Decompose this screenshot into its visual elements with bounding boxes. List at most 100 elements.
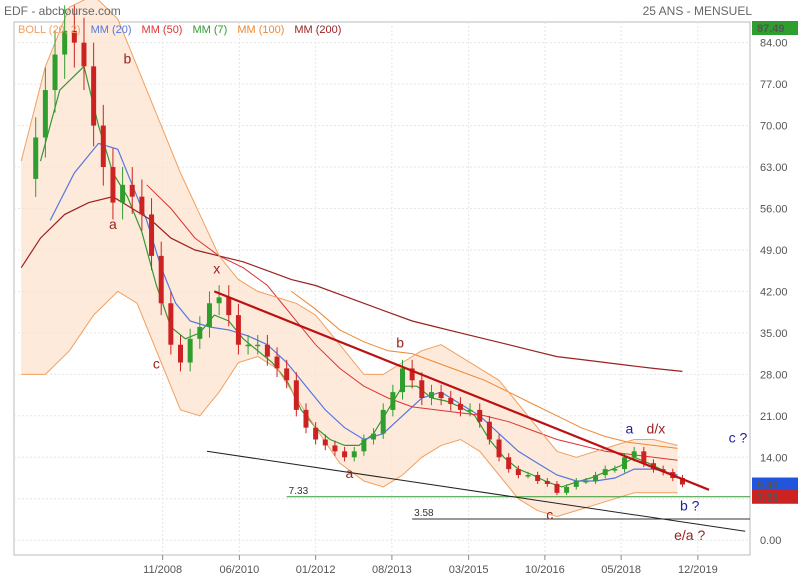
candle-down — [110, 167, 116, 203]
candle-down — [650, 463, 656, 470]
trendline — [206, 450, 746, 532]
series-line — [20, 196, 683, 372]
candle-up — [197, 326, 203, 339]
y-tick-label: 63.00 — [760, 162, 788, 174]
candle-down — [293, 380, 299, 410]
wave-label: d/x — [647, 421, 666, 437]
x-tick-label: 01/2012 — [296, 564, 336, 576]
series-line — [20, 0, 678, 458]
candle-up — [593, 475, 599, 481]
legend-mm7: MM (7) — [192, 24, 228, 36]
candle-down — [496, 439, 502, 458]
price-tag-label: 87.49 — [757, 23, 785, 35]
price-tag — [752, 477, 798, 492]
candle-up — [216, 297, 222, 304]
y-tick-label: 14.00 — [760, 452, 788, 464]
legend: BOLL (20, 2) MM (20) MM (50) MM (7) MM (… — [18, 24, 341, 36]
candle-up — [52, 54, 58, 91]
candle-up — [583, 480, 589, 483]
candle-down — [71, 30, 77, 43]
candle-up — [361, 439, 367, 452]
y-tick-label: 49.00 — [760, 245, 788, 257]
candle-up — [33, 137, 39, 179]
price-tags: 87.49 9.407.33 — [752, 21, 798, 504]
wave-label: a — [625, 421, 633, 437]
candle-down — [342, 451, 348, 458]
legend-mm20: MM (20) — [90, 24, 132, 36]
candle-up — [245, 344, 251, 347]
price-tag — [752, 21, 798, 35]
candle-up — [206, 303, 212, 327]
wave-label: b — [124, 50, 132, 66]
candle-up — [255, 344, 261, 347]
candle-up — [187, 338, 193, 363]
series-line — [21, 290, 678, 518]
candle-down — [284, 368, 290, 381]
candle-down — [264, 344, 270, 357]
wave-label: e/a ? — [674, 527, 705, 543]
candle-down — [158, 255, 164, 304]
legend-mm100: MM (100) — [237, 24, 285, 36]
candle-up — [631, 451, 637, 458]
y-axis: 0.007.0014.0021.0028.0035.0042.0049.0056… — [760, 38, 788, 548]
candle-up — [612, 469, 618, 471]
candle-down — [554, 483, 560, 493]
candle-down — [641, 451, 647, 464]
candle-down — [129, 184, 135, 197]
y-tick-label: 42.00 — [760, 286, 788, 298]
candle-down — [274, 356, 280, 369]
wave-label: c — [546, 506, 553, 522]
candle-down — [332, 445, 338, 452]
series-line — [291, 290, 678, 449]
y-tick-label: 21.00 — [760, 411, 788, 423]
price-tag-label: 7.33 — [757, 492, 778, 504]
candle-down — [149, 214, 155, 256]
wave-label: a — [346, 465, 354, 481]
candle-up — [42, 90, 48, 138]
x-axis: 11/2008 06/2010 01/2012 08/2013 03/2015 10/20… — [143, 555, 718, 576]
y-tick-label: 28.00 — [760, 369, 788, 381]
candle-down — [506, 457, 512, 470]
candle-up — [390, 392, 396, 410]
wave-label: c — [153, 355, 160, 371]
candle-up — [400, 368, 406, 393]
legend-mm200: MM (200) — [294, 24, 342, 36]
y-tick-label: 84.00 — [760, 38, 788, 50]
candle-down — [409, 368, 415, 381]
y-tick-label: 0.00 — [760, 535, 781, 547]
wave-label: c ? — [729, 429, 748, 445]
y-tick-label: 56.00 — [760, 204, 788, 216]
bollinger-fill — [21, 0, 678, 517]
candle-down — [322, 439, 328, 446]
wave-label: b — [396, 335, 404, 351]
price-tag — [752, 489, 798, 504]
price-tag-label: 9.40 — [757, 480, 778, 492]
series-line — [146, 184, 678, 461]
candle-up — [573, 480, 579, 487]
candle-down — [448, 398, 454, 404]
candle-down — [303, 409, 309, 428]
wave-labels: b a x c b a c a d/x c ? b ? e/a ? — [109, 50, 747, 543]
x-tick-label: 08/2013 — [372, 564, 412, 576]
y-tick-label: 77.00 — [760, 79, 788, 91]
candle-up — [525, 475, 531, 477]
wave-label: b ? — [680, 498, 700, 514]
candle-down — [235, 315, 241, 345]
candle-down — [139, 196, 145, 215]
candle-up — [62, 30, 68, 55]
candle-up — [467, 409, 473, 412]
candle-down — [100, 125, 106, 168]
support-levels: 7.33 3.58 — [286, 486, 750, 520]
candle-down — [168, 303, 174, 345]
y-tick-label: 70.00 — [760, 121, 788, 133]
candle-down — [226, 297, 232, 316]
candle-up — [428, 392, 434, 399]
level-label: 7.33 — [289, 486, 309, 497]
candle-down — [515, 469, 521, 476]
candle-up — [622, 457, 628, 470]
price-candles — [33, 5, 685, 496]
trendline — [213, 290, 710, 491]
x-tick-label: 10/2016 — [525, 564, 565, 576]
candle-up — [602, 469, 608, 476]
